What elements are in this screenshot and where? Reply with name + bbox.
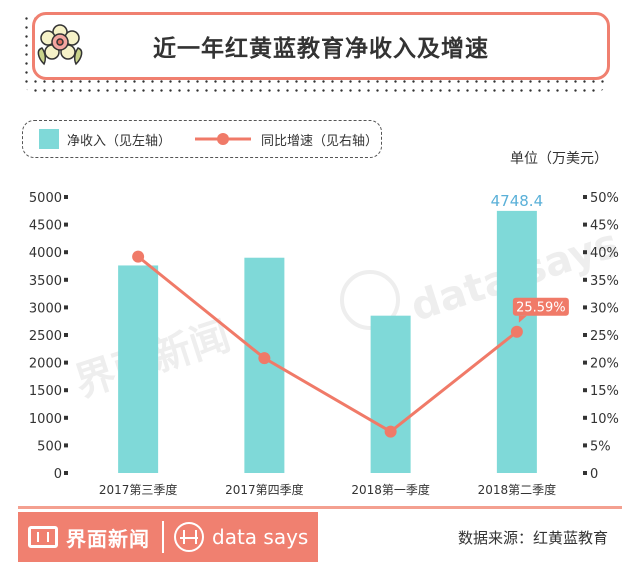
right-tick-label: 35%: [590, 274, 619, 289]
left-tick-label: 0: [54, 467, 62, 482]
data-labels: 4748.4 25.59%: [491, 192, 569, 323]
left-tick-label: 3000: [29, 301, 62, 316]
jiemian-logo-icon: [28, 526, 58, 548]
footer: 界面新闻 data says 数据来源：红黄蓝教育: [18, 506, 622, 562]
left-tick-mark: [64, 250, 68, 255]
left-tick-mark: [64, 388, 68, 393]
legend-item-line: 同比增速（见右轴）: [171, 130, 378, 149]
left-tick-mark: [64, 277, 68, 282]
right-tick-mark: [583, 305, 587, 310]
left-tick-mark: [64, 471, 68, 475]
right-tick-label: 0: [590, 467, 598, 482]
right-tick-mark: [583, 471, 587, 475]
growth-point: [510, 325, 523, 338]
bar-value-label: 4748.4: [491, 192, 544, 210]
left-tick-mark: [64, 360, 68, 365]
growth-line: [137, 255, 518, 434]
right-tick-label: 20%: [590, 357, 619, 372]
growth-label-tag: [512, 297, 569, 316]
unit-label: 单位（万美元）: [510, 151, 608, 167]
right-tick-mark: [583, 250, 587, 255]
left-axis: 0 500 1000 1500 2000 2500 3000 3500 4000 4500 5000: [29, 191, 68, 482]
left-tick-label: 2500: [29, 329, 62, 344]
legend-line-label: 同比增速（见右轴）: [261, 133, 379, 149]
category-label: 2017第三季度: [99, 482, 178, 497]
right-tick-label: 5%: [590, 439, 611, 454]
right-axis: 0 5% 10% 15% 20% 25% 30% 35% 40% 45% 50%: [583, 191, 619, 482]
left-tick-label: 5000: [29, 191, 62, 206]
right-tick-mark: [583, 443, 587, 448]
category-label: 2017第四季度: [225, 482, 304, 497]
right-tick-label: 10%: [590, 412, 619, 427]
legend: 净收入（见左轴） 同比增速（见右轴）: [22, 120, 382, 158]
right-tick-mark: [583, 415, 587, 420]
legend-line-swatch: [195, 133, 252, 145]
right-tick-label: 40%: [590, 246, 619, 261]
growth-point: [384, 425, 397, 438]
x-axis: 2017第三季度 2017第四季度 2018第一季度 2018第二季度: [99, 482, 556, 497]
left-tick-mark: [64, 222, 68, 227]
right-tick-mark: [583, 333, 587, 337]
data-source: 数据来源：红黄蓝教育: [457, 529, 608, 547]
watermark-logo-icon: [340, 270, 400, 330]
right-tick-label: 30%: [590, 301, 619, 316]
footer-brand-cn: 界面新闻: [66, 526, 150, 551]
left-tick-label: 500: [37, 439, 62, 454]
right-tick-mark: [583, 388, 587, 393]
right-tick-label: 50%: [590, 191, 619, 206]
left-tick-mark: [64, 305, 68, 310]
growth-point: [132, 250, 145, 263]
flower-icon: [37, 24, 83, 66]
legend-bar-label: 净收入（见左轴）: [67, 133, 172, 149]
growth-point: [258, 352, 271, 365]
right-tick-mark: [583, 195, 587, 199]
left-tick-mark: [64, 333, 68, 337]
left-tick-mark: [64, 443, 68, 448]
left-tick-label: 4500: [29, 219, 62, 234]
datasays-logo-icon: [174, 522, 204, 552]
left-tick-label: 1500: [29, 384, 62, 399]
right-tick-label: 25%: [590, 329, 619, 344]
footer-brand: 界面新闻 data says: [18, 512, 318, 562]
left-tick-mark: [64, 415, 68, 420]
right-tick-mark: [583, 360, 587, 365]
category-label: 2018第二季度: [478, 482, 557, 497]
left-tick-label: 3500: [29, 274, 62, 289]
chart-title: 近一年红黄蓝教育净收入及增速: [153, 36, 489, 62]
right-tick-mark: [583, 222, 587, 227]
growth-label-pointer: [518, 315, 527, 323]
left-tick-label: 1000: [29, 412, 62, 427]
footer-brand-en: data says: [212, 525, 309, 549]
right-tick-label: 15%: [590, 384, 619, 399]
title-banner: 近一年红黄蓝教育净收入及增速: [32, 12, 610, 80]
line-series: [132, 250, 523, 438]
left-tick-label: 4000: [29, 246, 62, 261]
legend-item-bar: 净收入（见左轴）: [23, 129, 171, 149]
left-tick-label: 2000: [29, 357, 62, 372]
growth-value-label: 25.59%: [516, 301, 566, 316]
bar: [370, 315, 411, 473]
bar: [118, 265, 159, 473]
right-tick-label: 45%: [590, 219, 619, 234]
legend-bar-swatch: [39, 129, 59, 149]
footer-divider: [162, 521, 164, 553]
left-tick-mark: [64, 195, 68, 199]
right-tick-mark: [583, 277, 587, 282]
category-label: 2018第一季度: [351, 482, 430, 497]
